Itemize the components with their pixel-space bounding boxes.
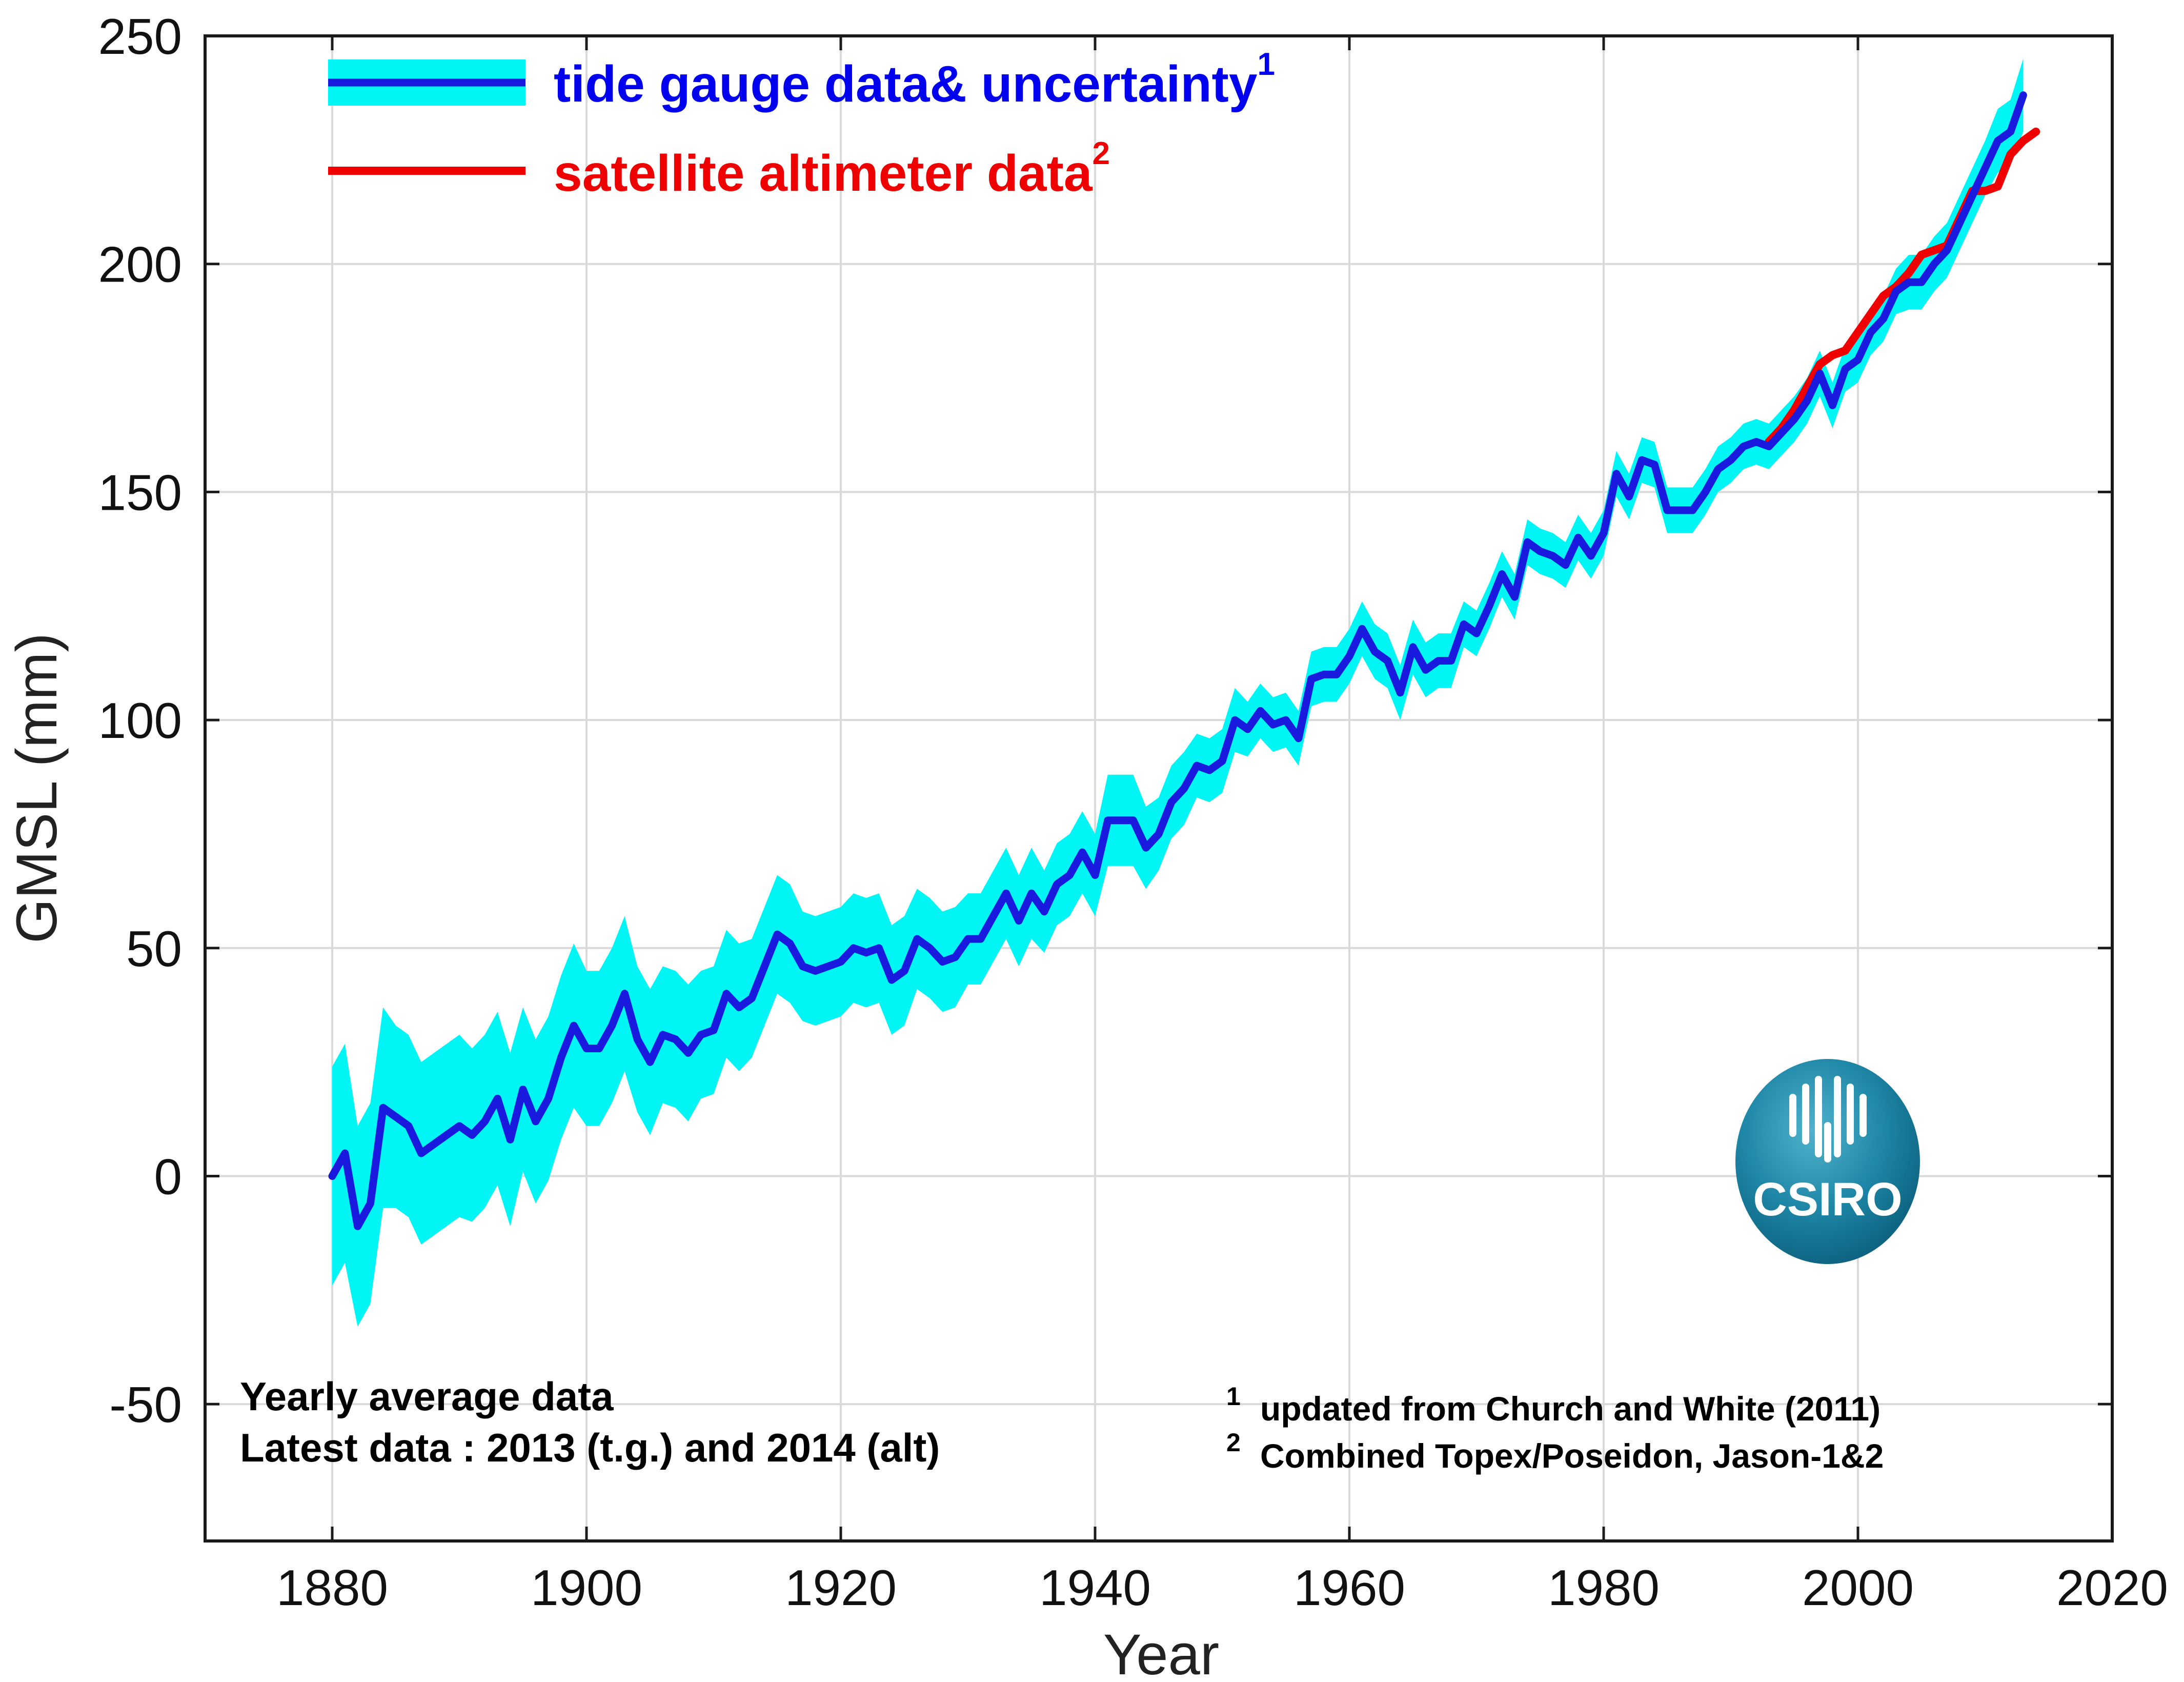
x-tick-label: 2000 (1802, 1559, 1914, 1616)
plot-frame (204, 34, 2114, 1543)
satellite-altimeter-line (1765, 127, 2040, 446)
y-tick-label: 0 (154, 1148, 182, 1205)
legend: tide gauge data& uncertainty1 satellite … (328, 47, 1275, 202)
footnote-2: Combined Topex/Poseidon, Jason-1&2 (1260, 1437, 1884, 1475)
x-tick-label: 1960 (1293, 1559, 1405, 1616)
x-tick-label: 1880 (276, 1559, 388, 1616)
note-yearly-average: Yearly average data (240, 1374, 614, 1419)
x-tick-label: 1900 (531, 1559, 642, 1616)
legend-satellite-label: satellite altimeter data2 (554, 136, 1110, 202)
x-tick-label: 1940 (1039, 1559, 1151, 1616)
y-tick-label: -50 (109, 1376, 182, 1433)
logo-text: CSIRO (1753, 1173, 1902, 1226)
logo-bars-icon (1789, 1076, 1867, 1163)
footnote-1: updated from Church and White (2011) (1260, 1390, 1880, 1428)
y-tick-label: 250 (98, 8, 182, 65)
x-axis-label: Year (1103, 1623, 1219, 1679)
plot-area (328, 58, 2040, 1327)
legend-tide-text: tide gauge data& uncertainty (554, 55, 1258, 113)
legend-tide-superscript: 1 (1257, 47, 1275, 82)
y-axis-label: GMSL (mm) (5, 633, 69, 944)
legend-satellite-text: satellite altimeter data (554, 145, 1093, 202)
uncertainty-band (332, 58, 2024, 1327)
legend-satellite-superscript: 2 (1092, 136, 1109, 171)
legend-tide-label: tide gauge data& uncertainty1 (554, 47, 1275, 113)
axis-ticks: 1880 1900 1920 1940 1960 1980 2000 2020 -50 0 50 10… (98, 8, 2168, 1616)
y-tick-label: 200 (98, 236, 182, 293)
grid-lines (205, 36, 2112, 1541)
y-tick-label: 150 (98, 464, 182, 520)
x-tick-label: 2020 (2056, 1559, 2168, 1616)
tide-gauge-line (328, 91, 2027, 1230)
footnote-1-mark: 1 (1226, 1382, 1241, 1411)
y-tick-label: 50 (126, 920, 182, 977)
y-tick-label: 100 (98, 692, 182, 749)
x-tick-label: 1920 (785, 1559, 897, 1616)
x-tick-label: 1980 (1548, 1559, 1660, 1616)
csiro-logo: CSIRO (1735, 1059, 1920, 1264)
note-latest-data: Latest data : 2013 (t.g.) and 2014 (alt) (240, 1425, 940, 1470)
footnote-2-mark: 2 (1226, 1428, 1241, 1457)
